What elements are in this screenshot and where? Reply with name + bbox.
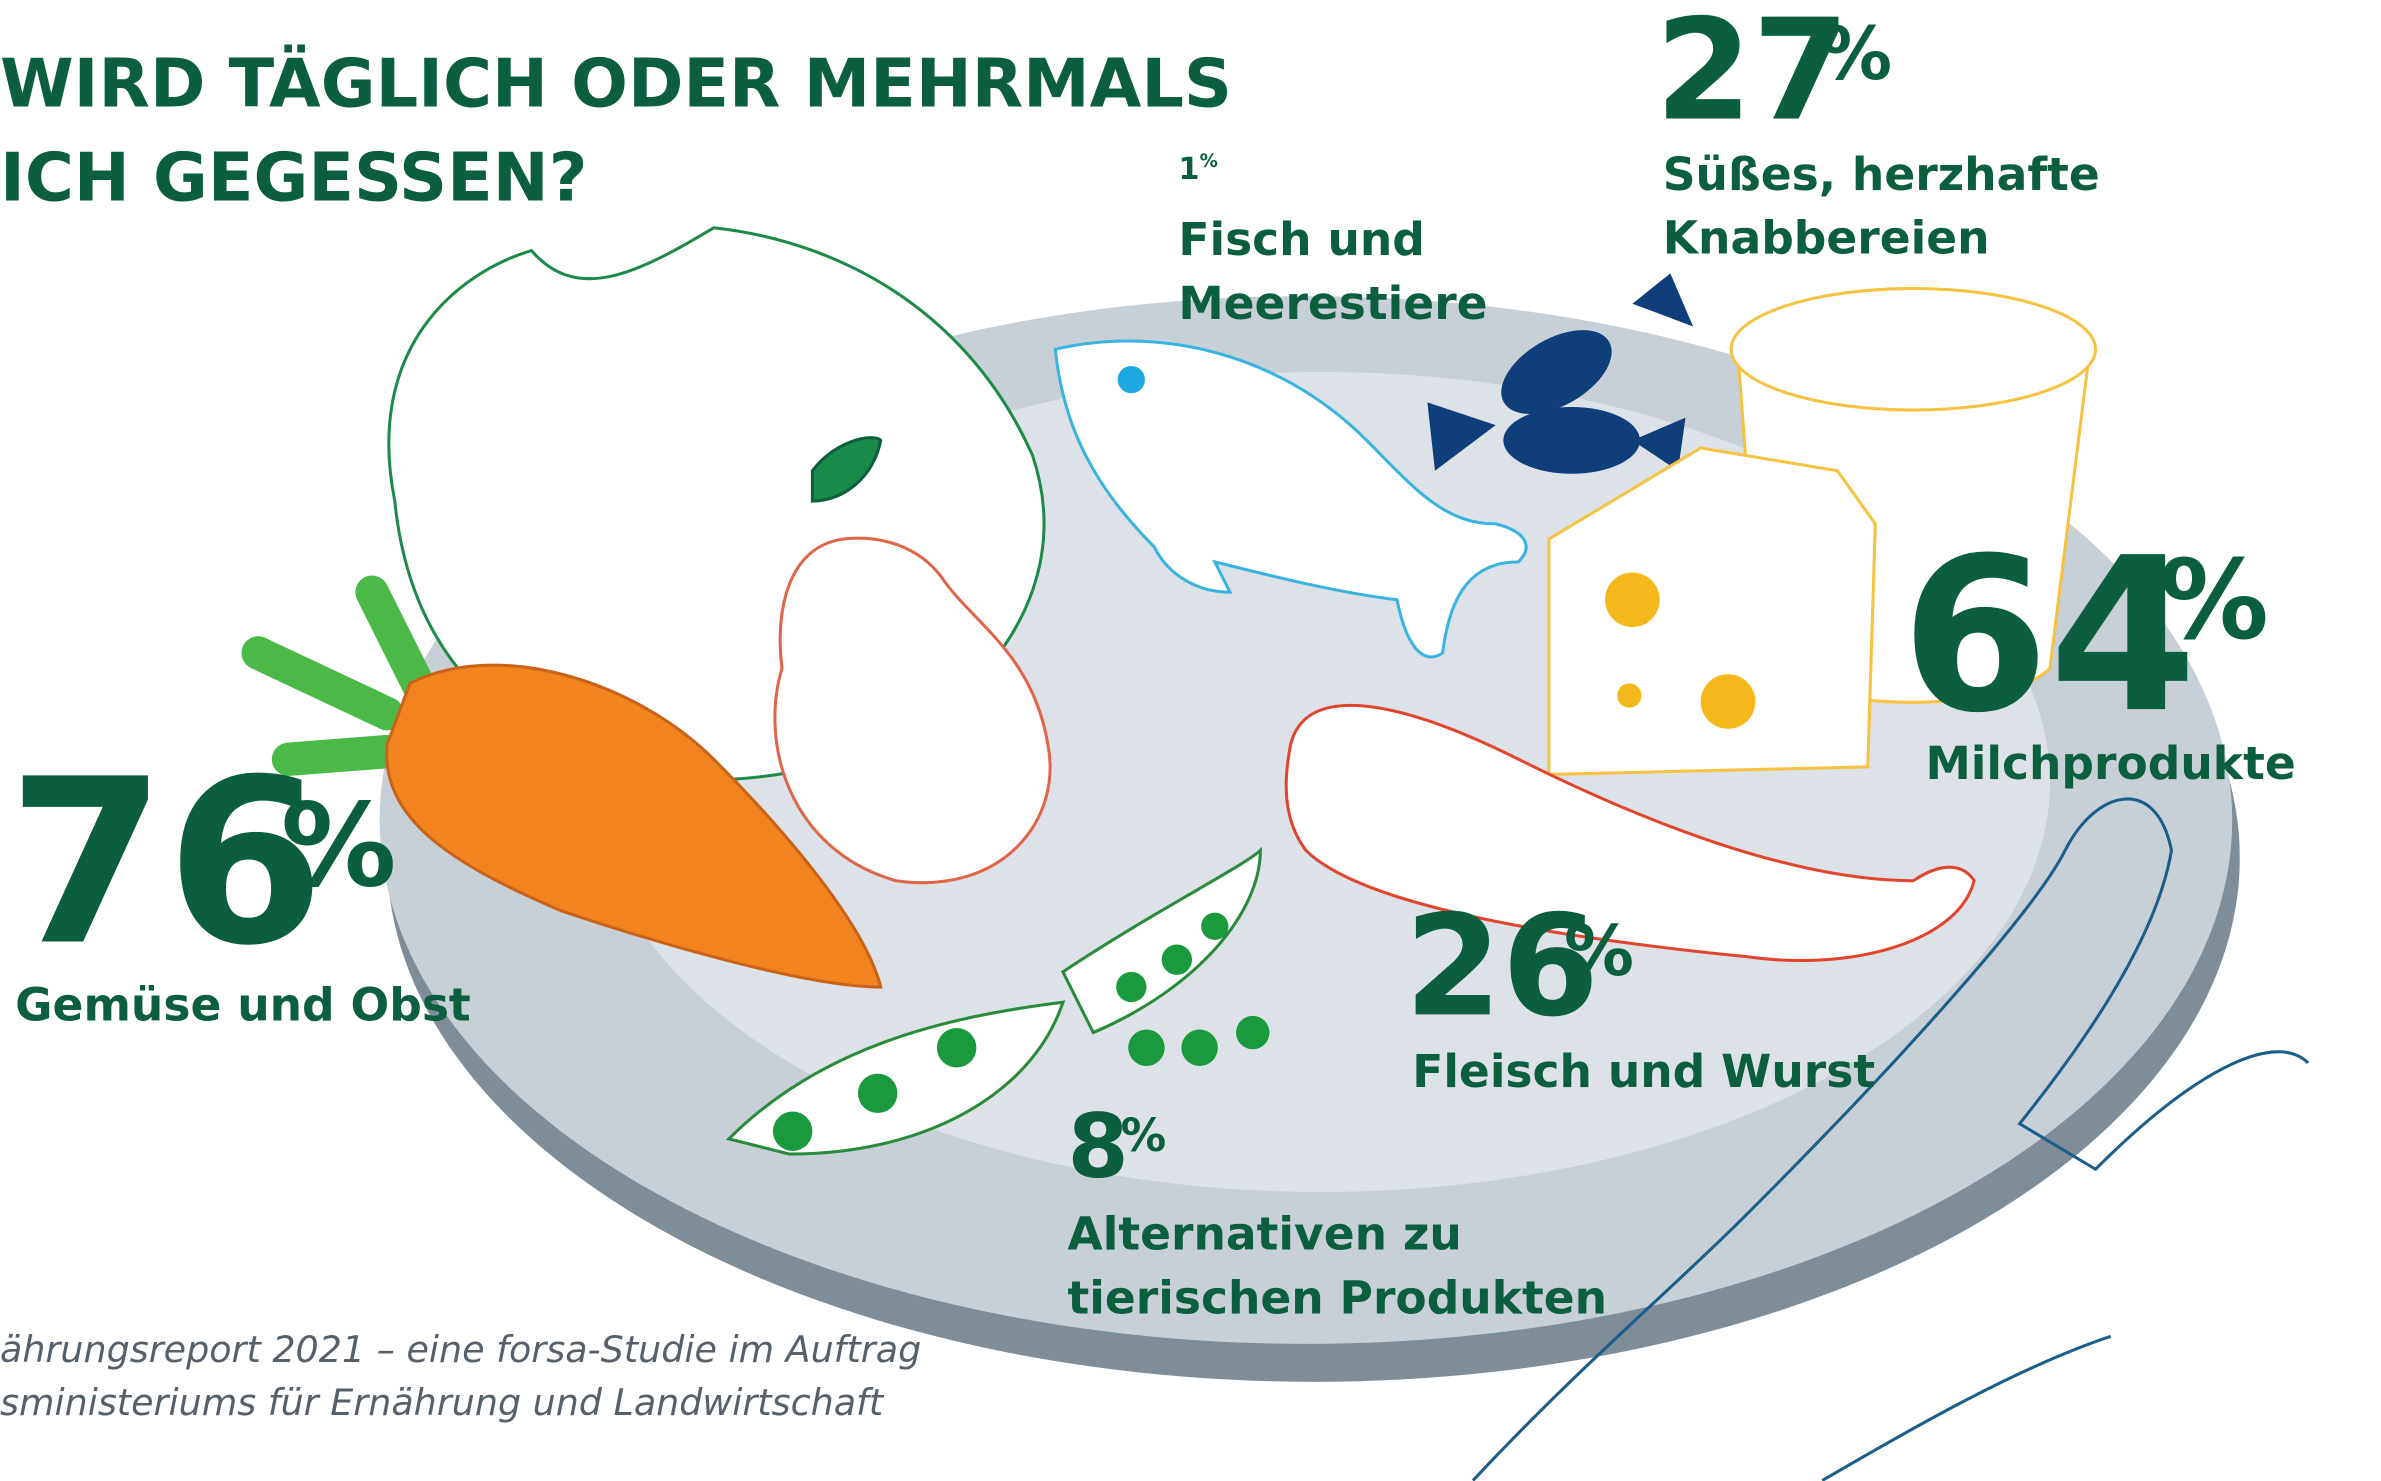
item-label: Milchprodukte xyxy=(1925,737,2295,790)
percent-sign: % xyxy=(1564,911,1634,992)
infographic: WIRD TÄGLICH ODER MEHRMALS ICH GEGESSEN?… xyxy=(0,0,2381,1481)
percent-sign: % xyxy=(2159,537,2269,664)
artwork: WIRD TÄGLICH ODER MEHRMALS ICH GEGESSEN?… xyxy=(0,0,2308,1481)
source: sministeriums für Ernährung und Landwirt… xyxy=(0,1381,885,1424)
percent-value: 8 xyxy=(1068,1095,1129,1198)
percent-value: 76 xyxy=(8,730,325,995)
item-label: Fleisch und Wurst xyxy=(1412,1045,1875,1098)
item-label: Alternativen zu xyxy=(1068,1208,1462,1261)
percent-sign: % xyxy=(1200,151,1218,172)
percent-value: 64 xyxy=(1901,513,2197,760)
percent-sign: % xyxy=(1819,12,1892,97)
pot-lid xyxy=(1731,289,2095,410)
fish-eye xyxy=(1118,366,1145,393)
item-label: Meerestiere xyxy=(1178,277,1487,330)
item-label: Knabbereien xyxy=(1663,212,1990,265)
percent-sign: % xyxy=(281,779,397,913)
item-label: Gemüse und Obst xyxy=(15,978,471,1031)
source: ährungsreport 2021 – eine forsa-Studie i… xyxy=(0,1328,921,1371)
item-label: Fisch und xyxy=(1178,213,1425,266)
item-label: tierischen Produkten xyxy=(1068,1272,1608,1325)
item-label: Süßes, herzhafte xyxy=(1663,148,2100,201)
page: WIRD TÄGLICH ODER MEHRMALS ICH GEGESSEN?… xyxy=(0,0,2381,1481)
title: WIRD TÄGLICH ODER MEHRMALS xyxy=(0,43,1232,122)
percent-sign: % xyxy=(1121,1109,1167,1162)
title: ICH GEGESSEN? xyxy=(0,138,587,216)
percent-value: 1 xyxy=(1178,152,1199,187)
